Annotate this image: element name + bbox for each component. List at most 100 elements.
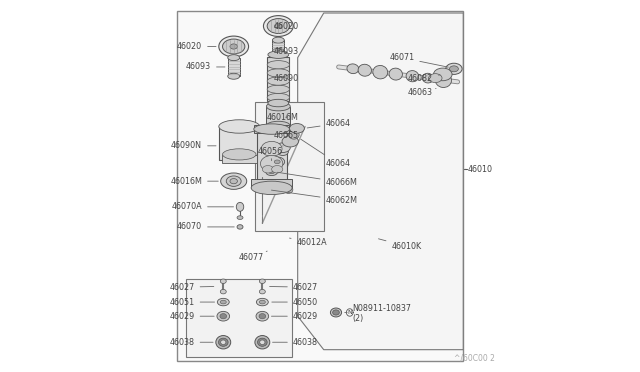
Bar	[257, 132, 287, 180]
Bar	[267, 57, 289, 101]
Text: 46051: 46051	[170, 298, 214, 307]
Text: 46082: 46082	[408, 74, 440, 83]
Ellipse shape	[223, 39, 245, 54]
Text: 46038: 46038	[273, 338, 318, 347]
Ellipse shape	[289, 130, 299, 139]
Text: 46056: 46056	[258, 147, 283, 161]
Text: 46029: 46029	[170, 312, 214, 321]
Text: 46070A: 46070A	[172, 202, 234, 211]
Ellipse shape	[216, 336, 231, 349]
Ellipse shape	[435, 73, 452, 87]
Text: 46063: 46063	[408, 88, 436, 97]
Ellipse shape	[358, 64, 371, 76]
Ellipse shape	[267, 19, 289, 33]
Ellipse shape	[260, 340, 265, 344]
Text: 46016M: 46016M	[267, 113, 299, 122]
Bar	[222, 155, 257, 163]
Polygon shape	[298, 13, 463, 350]
Ellipse shape	[389, 68, 403, 80]
Ellipse shape	[406, 71, 419, 82]
Text: 46016M: 46016M	[170, 177, 218, 186]
Text: 46093: 46093	[186, 62, 225, 71]
Text: 46020: 46020	[274, 22, 299, 31]
Ellipse shape	[218, 298, 229, 306]
Text: 46027: 46027	[170, 283, 214, 292]
Ellipse shape	[257, 298, 268, 306]
Ellipse shape	[262, 166, 273, 173]
Ellipse shape	[220, 279, 227, 283]
Text: 46066M: 46066M	[277, 172, 358, 187]
Ellipse shape	[273, 48, 284, 54]
Text: 46062M: 46062M	[271, 190, 358, 205]
Text: 46029: 46029	[271, 312, 318, 321]
Ellipse shape	[260, 155, 283, 172]
Ellipse shape	[266, 121, 291, 130]
Text: 46010: 46010	[465, 165, 493, 174]
Text: 46027: 46027	[269, 283, 318, 292]
Ellipse shape	[228, 73, 239, 79]
Ellipse shape	[259, 300, 266, 304]
Bar	[177, 11, 463, 361]
Ellipse shape	[221, 173, 246, 189]
Ellipse shape	[333, 310, 339, 315]
Ellipse shape	[273, 37, 284, 43]
Ellipse shape	[237, 225, 243, 229]
Bar	[228, 58, 239, 76]
Ellipse shape	[267, 61, 289, 69]
Ellipse shape	[259, 279, 266, 283]
Ellipse shape	[275, 160, 280, 164]
Text: 46065: 46065	[273, 131, 299, 146]
Ellipse shape	[219, 36, 248, 57]
Bar	[273, 40, 284, 51]
Ellipse shape	[227, 176, 241, 186]
Text: 46020: 46020	[177, 42, 216, 51]
Ellipse shape	[347, 64, 359, 74]
Ellipse shape	[373, 65, 388, 79]
Ellipse shape	[266, 168, 278, 176]
Text: ^/60C00 2: ^/60C00 2	[454, 354, 495, 363]
Ellipse shape	[277, 148, 289, 155]
Ellipse shape	[261, 141, 282, 156]
Text: 46070: 46070	[177, 222, 234, 231]
Ellipse shape	[429, 74, 442, 83]
Text: 46090N: 46090N	[171, 141, 216, 150]
Text: 46064: 46064	[307, 119, 351, 128]
Text: N: N	[348, 310, 352, 315]
Ellipse shape	[237, 216, 243, 219]
Text: 46071: 46071	[389, 53, 448, 67]
Ellipse shape	[251, 181, 292, 195]
Ellipse shape	[220, 289, 227, 294]
Ellipse shape	[270, 157, 285, 167]
Bar	[255, 102, 324, 231]
Ellipse shape	[445, 63, 462, 74]
Ellipse shape	[217, 311, 230, 321]
Ellipse shape	[271, 166, 283, 173]
Text: 46050: 46050	[272, 298, 318, 307]
Text: 46093: 46093	[274, 47, 299, 56]
Text: 46038: 46038	[170, 338, 213, 347]
Ellipse shape	[223, 149, 256, 160]
Ellipse shape	[219, 120, 260, 133]
Ellipse shape	[230, 179, 237, 184]
Bar	[254, 125, 289, 133]
Text: 46012A: 46012A	[289, 238, 327, 247]
Ellipse shape	[267, 85, 289, 93]
Ellipse shape	[220, 314, 227, 319]
Ellipse shape	[267, 77, 289, 85]
Ellipse shape	[275, 23, 282, 29]
Ellipse shape	[449, 66, 458, 72]
Text: N08911-10837
(2): N08911-10837 (2)	[345, 304, 412, 323]
Text: 46064: 46064	[301, 139, 351, 168]
Ellipse shape	[269, 170, 275, 174]
Ellipse shape	[257, 338, 267, 346]
Text: 46010K: 46010K	[378, 239, 422, 251]
Ellipse shape	[422, 73, 433, 83]
Ellipse shape	[230, 44, 237, 49]
Ellipse shape	[255, 336, 270, 349]
Bar	[186, 279, 292, 357]
Ellipse shape	[220, 300, 227, 304]
Bar	[219, 126, 260, 160]
Ellipse shape	[267, 69, 289, 77]
Bar	[266, 107, 291, 125]
Ellipse shape	[256, 311, 269, 321]
